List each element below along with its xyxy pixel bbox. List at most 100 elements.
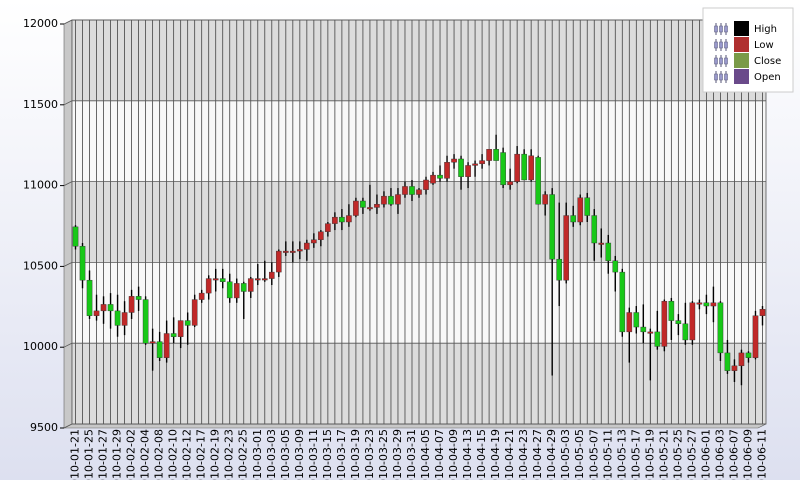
candle-body (72, 226, 79, 247)
candle-body (563, 215, 570, 281)
candle-body (219, 278, 226, 282)
x-tick-label: 2010-02-08 (153, 429, 166, 480)
x-tick-label: 2010-03-19 (349, 429, 362, 480)
candle-body (205, 278, 212, 294)
x-tick-label: 2010-06-11 (755, 429, 768, 480)
candle-body (577, 197, 584, 223)
x-tick-label: 2010-02-12 (181, 429, 194, 480)
plot-border (71, 19, 767, 425)
x-tick-label: 2010-04-13 (461, 429, 474, 480)
x-tick-label: 2010-03-05 (279, 429, 292, 480)
candle-body (135, 296, 142, 300)
x-tick-label: 2010-03-11 (307, 429, 320, 480)
legend-glyph (719, 57, 723, 65)
x-tick-label: 2010-03-31 (405, 429, 418, 480)
candle-body (647, 331, 654, 334)
candle-body (500, 152, 506, 186)
x-tick-label: 2010-03-25 (377, 429, 390, 480)
legend-glyph (714, 25, 718, 33)
candle-body (696, 302, 703, 305)
y-tick-label: 11500 (23, 98, 58, 111)
candle-body (128, 296, 135, 313)
candle-body (717, 302, 724, 354)
y-tick-label: 11000 (23, 179, 58, 192)
x-tick-label: 2010-04-09 (447, 429, 460, 480)
x-tick-label: 2010-04-15 (475, 429, 488, 480)
candle-body (458, 158, 464, 177)
candle-body (598, 242, 605, 245)
x-tick-label: 2010-05-27 (685, 429, 698, 480)
candle-body (661, 300, 668, 347)
x-tick-label: 2010-02-19 (209, 429, 222, 480)
candle-body (163, 333, 170, 358)
x-tick-label: 2010-05-11 (601, 429, 614, 480)
x-tick-label: 2010-05-07 (587, 429, 600, 480)
candle-body (283, 250, 289, 253)
candle-body (304, 242, 310, 250)
candle-body (226, 281, 233, 299)
y-tick-label: 10000 (23, 340, 58, 353)
candle-body (556, 258, 563, 281)
candle-body (247, 278, 254, 292)
legend-swatch (734, 37, 749, 52)
legend-glyph (714, 73, 718, 81)
x-tick-label: 2010-06-09 (741, 429, 754, 480)
x-tick-label: 2010-04-05 (419, 429, 432, 480)
candle-body (493, 149, 499, 161)
x-tick-label: 2010-03-09 (293, 429, 306, 480)
candle-body (654, 331, 661, 347)
x-tick-label: 2010-04-23 (517, 429, 530, 480)
floor (63, 423, 767, 429)
candle-body (114, 310, 121, 326)
candle-body (528, 155, 534, 181)
legend: High Low Close Open (702, 7, 794, 93)
x-tick-label: 2010-06-03 (713, 429, 726, 480)
candle-body (79, 246, 86, 281)
candle-body (121, 312, 128, 326)
candle-body (591, 215, 598, 244)
x-tick-label: 2010-02-17 (195, 429, 208, 480)
x-tick-label: 2010-04-21 (503, 429, 516, 480)
candle-body (640, 326, 647, 333)
legend-label: Close (754, 56, 781, 67)
legend-glyph (724, 41, 728, 49)
candle-body (486, 149, 492, 161)
candle-body (297, 249, 303, 252)
candle-body (612, 260, 619, 273)
candle-body (535, 157, 541, 205)
y-tick-label: 10500 (23, 259, 58, 272)
legend-glyph (724, 25, 728, 33)
legend-glyph (719, 73, 723, 81)
candle-body (290, 250, 296, 253)
x-tick-label: 2010-05-17 (629, 429, 642, 480)
x-tick-label: 2010-04-07 (433, 429, 446, 480)
candle-body (198, 292, 205, 300)
legend-swatch (734, 69, 749, 84)
legend-label: High (754, 24, 777, 35)
candle-body (542, 194, 548, 205)
legend-glyph (714, 57, 718, 65)
candle-body (605, 242, 612, 261)
y-tick-label: 9500 (30, 421, 58, 434)
legend-glyph (719, 25, 723, 33)
candle-body (416, 189, 422, 195)
candle-body (409, 186, 415, 195)
x-tick-label: 2010-04-29 (545, 429, 558, 480)
legend-swatch (734, 21, 749, 36)
x-tick-label: 2010-02-25 (237, 429, 250, 480)
x-tick-label: 2010-03-17 (335, 429, 348, 480)
candle-body (311, 239, 317, 244)
candle-body (240, 283, 247, 292)
x-tick-label: 2010-05-25 (671, 429, 684, 480)
candle-body (100, 304, 107, 312)
candle-body (254, 278, 261, 281)
y-tick-label: 12000 (23, 17, 58, 30)
x-tick-label: 2010-01-27 (97, 429, 110, 480)
candle-body (346, 215, 352, 223)
x-tick-label: 2010-01-25 (83, 429, 96, 480)
candle-body (107, 304, 114, 312)
candle-body (381, 195, 387, 205)
candle-body (444, 162, 450, 179)
candle-body (451, 158, 457, 163)
